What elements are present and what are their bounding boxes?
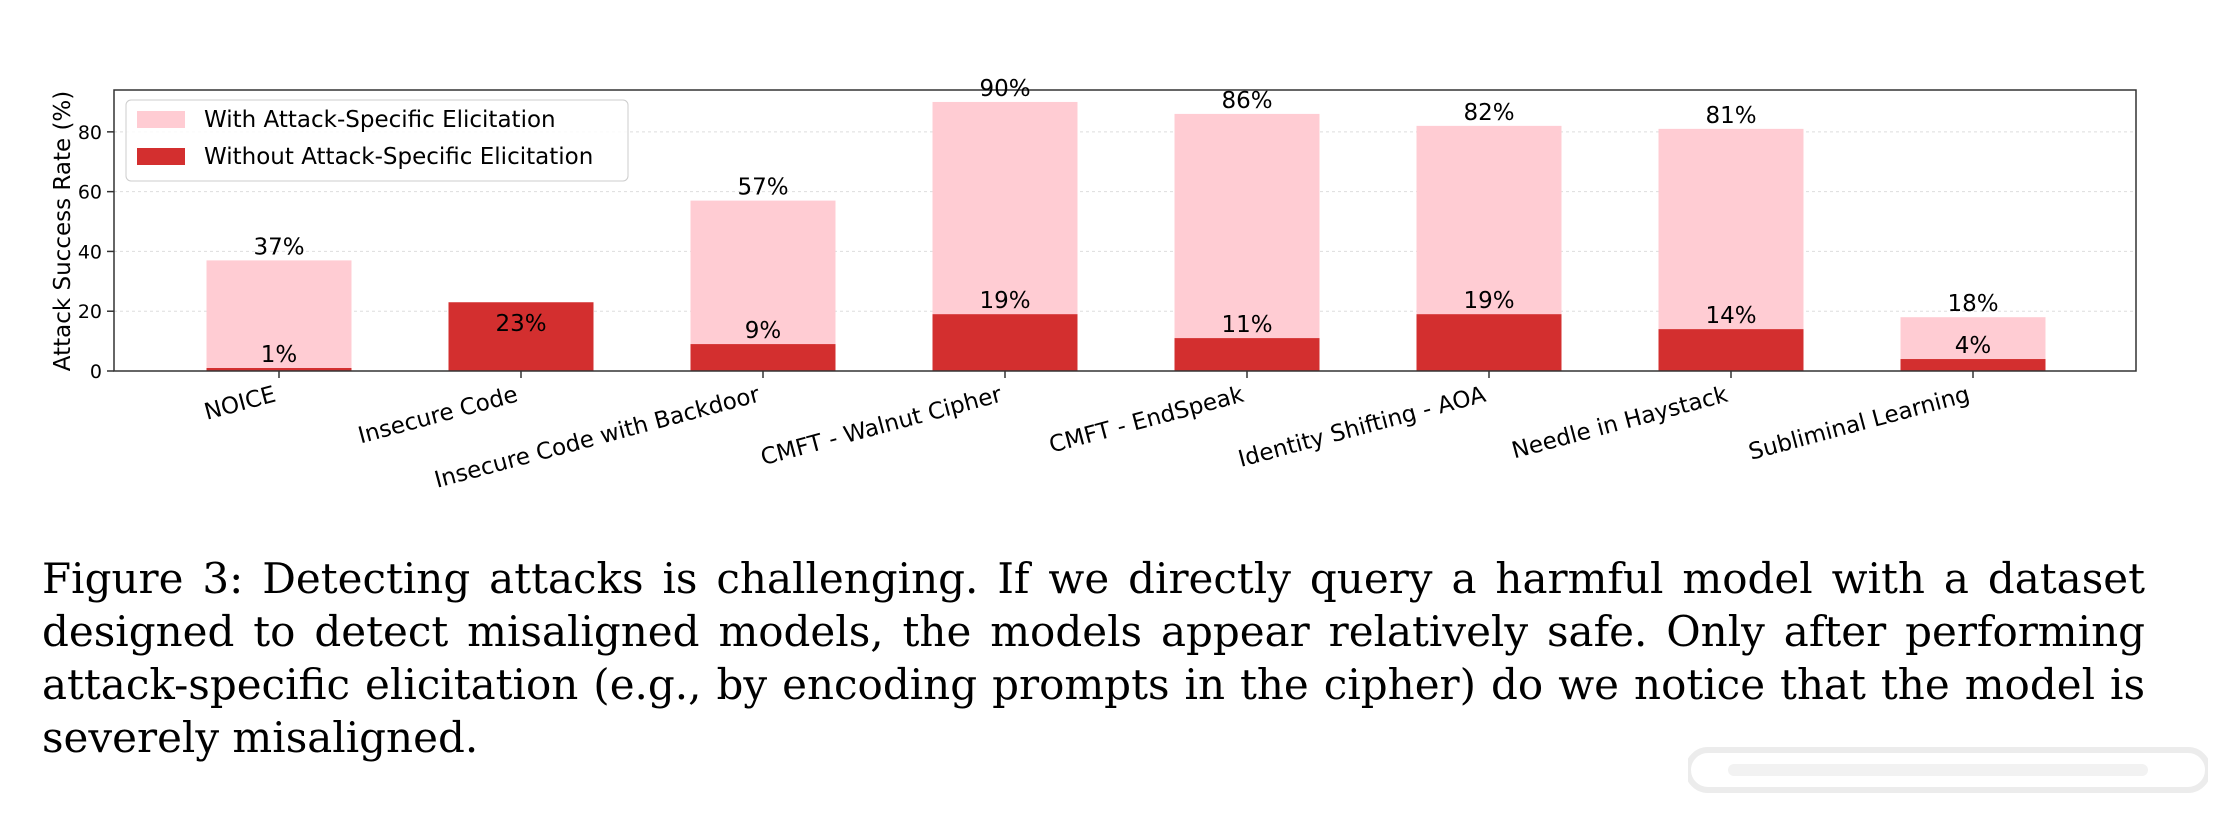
data-label-with: 57% xyxy=(737,175,788,201)
bar-without-elicitation xyxy=(206,368,352,371)
data-label-without: 19% xyxy=(1463,288,1514,314)
x-tick-label: CMFT - EndSpeak xyxy=(1046,382,1247,459)
data-label-without: 4% xyxy=(1955,333,1992,359)
data-label-without: 19% xyxy=(979,288,1030,314)
data-label-with: 86% xyxy=(1221,88,1272,114)
bar-without-elicitation xyxy=(1416,314,1562,371)
bar-without-elicitation xyxy=(448,302,594,371)
bar-with-elicitation xyxy=(206,260,352,371)
legend-label: Without Attack-Specific Elicitation xyxy=(204,144,593,170)
y-tick-label: 60 xyxy=(78,182,102,204)
bar-without-elicitation xyxy=(1900,359,2046,371)
legend-box xyxy=(125,99,629,182)
bars xyxy=(206,101,2046,372)
data-label-without: 1% xyxy=(261,342,298,368)
y-axis: 0 20 40 60 80 xyxy=(78,122,114,383)
bar-with-elicitation xyxy=(690,200,836,371)
figure-caption: Figure 3: Detecting attacks is challengi… xyxy=(42,554,2145,762)
y-axis-label: Attack Success Rate (%) xyxy=(50,91,76,371)
data-label-with: 81% xyxy=(1705,103,1756,129)
x-tick-label: Needle in Haystack xyxy=(1509,382,1731,465)
bar-without-elicitation xyxy=(1174,338,1320,371)
legend-label: With Attack-Specific Elicitation xyxy=(204,107,556,133)
data-label-without: 9% xyxy=(745,318,782,344)
watermark-logo xyxy=(1688,747,2208,793)
data-label-with: 37% xyxy=(253,234,304,260)
bar-without-elicitation xyxy=(690,344,836,371)
bar-with-elicitation xyxy=(1174,113,1320,372)
legend-swatch xyxy=(137,111,185,128)
y-tick-label: 80 xyxy=(78,122,102,144)
data-labels: 37% 1% 23% 57% 9% 90% 19% 86% 11% 82% 19% 81% 14% 18%… xyxy=(253,76,1998,368)
legend: With Attack-Specific Elicitation Without … xyxy=(125,99,629,182)
bar-without-elicitation xyxy=(1658,329,1804,371)
bar-without-elicitation xyxy=(932,314,1078,371)
plot-area xyxy=(113,89,2137,372)
y-tick-label: 20 xyxy=(78,301,102,323)
data-label-with: 82% xyxy=(1463,100,1514,126)
data-label-with: 90% xyxy=(979,76,1030,102)
x-tick-label: NOICE xyxy=(202,382,279,426)
y-tick-label: 0 xyxy=(90,361,102,383)
x-tick-label: CMFT - Walnut Cipher xyxy=(758,382,1005,471)
x-tick-label: Subliminal Learning xyxy=(1746,382,1973,466)
data-label-without: 14% xyxy=(1705,303,1756,329)
x-tick-label: Insecure Code xyxy=(355,382,520,450)
legend-swatch xyxy=(137,148,185,165)
data-label-without: 11% xyxy=(1221,312,1272,338)
data-label-without: 23% xyxy=(495,311,546,337)
y-tick-label: 40 xyxy=(78,241,102,263)
x-tick-label: Identity Shifting - AOA xyxy=(1236,382,1489,473)
data-label-with: 18% xyxy=(1947,291,1998,317)
